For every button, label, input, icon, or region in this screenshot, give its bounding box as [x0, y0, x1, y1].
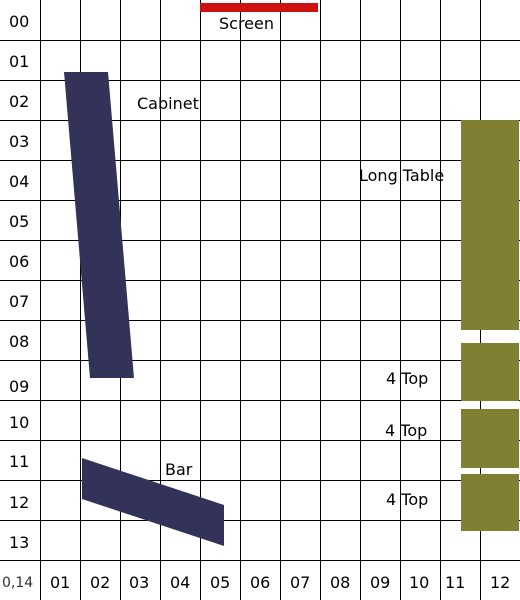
four-top-table-2 [461, 409, 519, 468]
row-label: 13 [9, 533, 29, 552]
row-label: 02 [9, 92, 29, 111]
row-label: 09 [9, 377, 29, 396]
row-label: 11 [9, 452, 29, 471]
four-top-label-2: 4 Top [385, 421, 427, 440]
corner-label: 0,14 [2, 575, 33, 591]
row-label: 08 [9, 332, 29, 351]
screen-shape [200, 3, 318, 12]
column-label: 11 [445, 573, 465, 592]
row-label: 10 [9, 413, 29, 432]
bar-label: Bar [165, 460, 193, 479]
row-label: 03 [9, 132, 29, 151]
column-label: 09 [370, 573, 390, 592]
four-top-table-3 [461, 474, 519, 531]
four-top-label-3: 4 Top [386, 490, 428, 509]
column-labels: 0,14 01 02 03 04 05 06 07 08 09 10 11 12 [2, 573, 510, 592]
four-top-label-1: 4 Top [386, 369, 428, 388]
row-label: 00 [9, 12, 29, 31]
long-table-label: Long Table [359, 166, 444, 185]
column-label: 01 [50, 573, 70, 592]
column-label: 02 [90, 573, 110, 592]
four-top-table-1 [461, 343, 519, 401]
column-label: 04 [170, 573, 190, 592]
column-label: 03 [129, 573, 149, 592]
row-labels: 00 01 02 03 04 05 06 07 08 09 10 11 12 1… [9, 12, 29, 552]
row-label: 07 [9, 292, 29, 311]
bar-shape [82, 458, 224, 546]
screen-label: Screen [219, 14, 274, 33]
column-label: 06 [250, 573, 270, 592]
row-label: 12 [9, 493, 29, 512]
long-table-shape [461, 120, 519, 330]
row-label: 05 [9, 212, 29, 231]
column-label: 10 [409, 573, 429, 592]
cabinet-shape [64, 72, 134, 378]
row-label: 06 [9, 252, 29, 271]
cabinet-label: Cabinet [137, 94, 199, 113]
column-label: 07 [290, 573, 310, 592]
row-label: 04 [9, 172, 29, 191]
column-label: 12 [490, 573, 510, 592]
column-label: 05 [210, 573, 230, 592]
column-label: 08 [330, 573, 350, 592]
row-label: 01 [9, 52, 29, 71]
